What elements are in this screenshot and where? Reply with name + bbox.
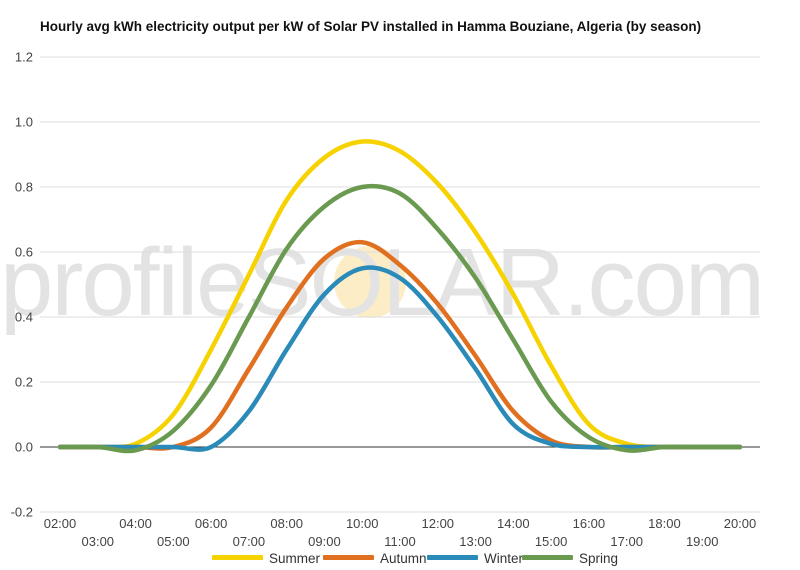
- x-tick-label: 17:00: [610, 534, 643, 549]
- x-tick-label: 20:00: [724, 516, 757, 531]
- watermark-sun-icon: [334, 246, 406, 318]
- y-tick-label: -0.2: [11, 505, 33, 520]
- series-line-winter: [57, 265, 743, 452]
- x-tick-label: 14:00: [497, 516, 530, 531]
- x-tick-label: 02:00: [44, 516, 77, 531]
- legend-swatch-summer: [212, 555, 263, 560]
- legend-label-autumn: Autumn: [380, 551, 427, 566]
- y-tick-label: 0.4: [15, 310, 33, 325]
- watermark-text: profileSOLAR.com: [0, 229, 763, 336]
- x-axis-ticks: 02:00 03:00 04:00 05:00 06:00 07:00 08:00 09:00…: [44, 516, 757, 549]
- legend-swatch-autumn: [323, 555, 374, 560]
- legend-label-summer: Summer: [269, 551, 321, 566]
- series-line-summer: [57, 139, 743, 450]
- x-tick-label: 12:00: [422, 516, 455, 531]
- x-tick-label: 13:00: [459, 534, 492, 549]
- series-line-spring: [57, 183, 743, 454]
- x-tick-label: 07:00: [233, 534, 266, 549]
- series-lines: [57, 139, 743, 454]
- y-tick-label: 1.0: [15, 115, 33, 130]
- y-tick-label: 1.2: [15, 50, 33, 65]
- legend-swatch-spring: [522, 555, 573, 560]
- legend-label-winter: Winter: [484, 551, 524, 566]
- x-tick-label: 11:00: [384, 534, 416, 549]
- x-tick-label: 16:00: [573, 516, 606, 531]
- x-tick-label: 10:00: [346, 516, 379, 531]
- y-tick-label: 0.0: [15, 440, 33, 455]
- y-axis-ticks: -0.2 0.0 0.2 0.4 0.6 0.8 1.0 1.2: [11, 50, 33, 520]
- legend-swatch-winter: [427, 555, 478, 560]
- x-tick-label: 15:00: [535, 534, 568, 549]
- watermark: profileSOLAR.com: [0, 229, 765, 336]
- x-tick-label: 06:00: [195, 516, 228, 531]
- y-tick-label: 0.2: [15, 375, 33, 390]
- x-tick-label: 03:00: [82, 534, 115, 549]
- legend: Summer Autumn Winter Spring: [212, 551, 618, 566]
- x-tick-label: 19:00: [686, 534, 719, 549]
- x-tick-label: 08:00: [270, 516, 303, 531]
- y-tick-label: 0.6: [15, 245, 33, 260]
- y-tick-label: 0.8: [15, 180, 33, 195]
- x-tick-label: 18:00: [648, 516, 681, 531]
- x-tick-label: 09:00: [308, 534, 341, 549]
- x-tick-label: 05:00: [157, 534, 190, 549]
- chart-title: Hourly avg kWh electricity output per kW…: [40, 19, 702, 34]
- legend-label-spring: Spring: [579, 551, 618, 566]
- x-tick-label: 04:00: [119, 516, 152, 531]
